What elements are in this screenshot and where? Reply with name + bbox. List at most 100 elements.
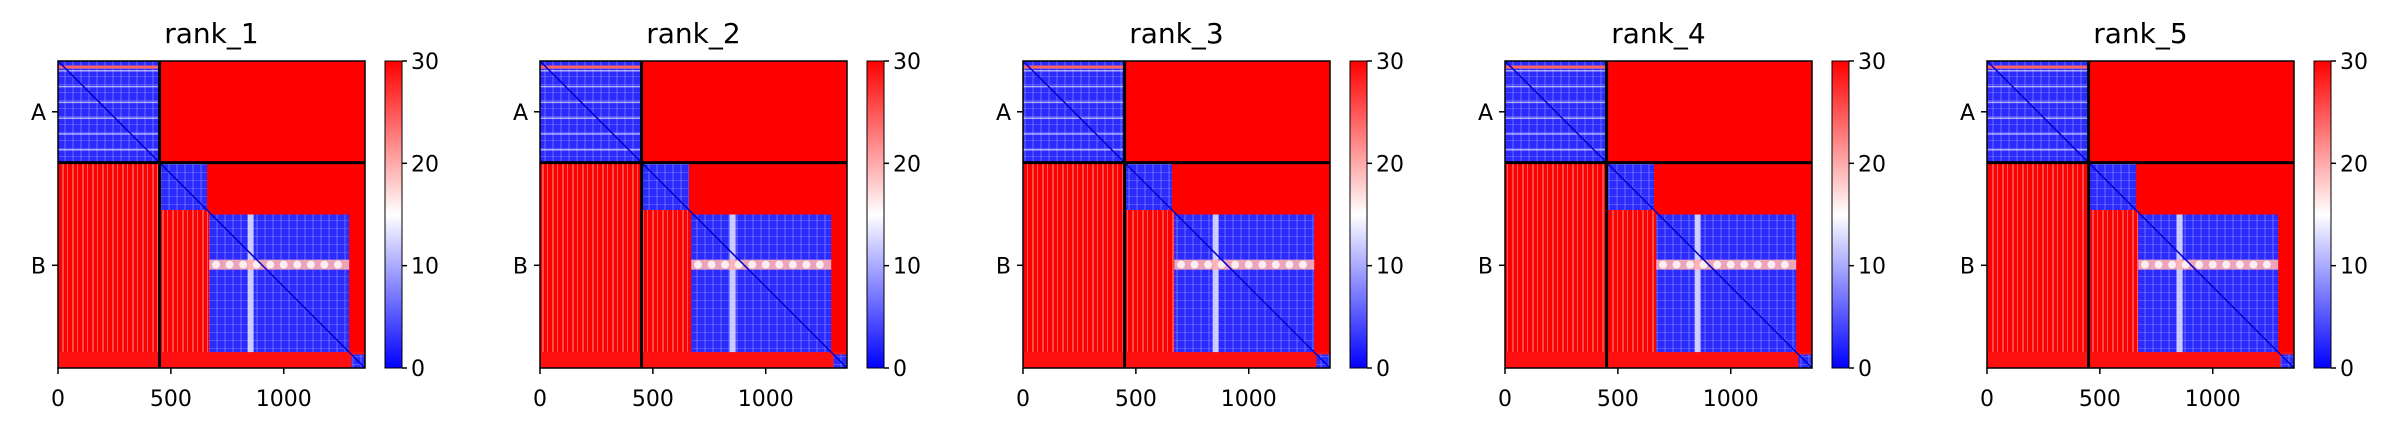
chain-a-row-line <box>1987 133 2089 135</box>
stripe-dot <box>788 260 797 269</box>
chain-a-row-line <box>1505 70 1607 72</box>
chain-a-row-line <box>58 149 160 151</box>
colorbar-tick-label: 10 <box>1376 255 1404 280</box>
chain-a-row-line <box>1987 149 2089 151</box>
stripe-dot <box>2222 260 2231 269</box>
stripe-feature <box>1694 214 1701 353</box>
y-tick-label: A <box>31 101 46 126</box>
stripe-dot <box>1672 260 1681 269</box>
heatmap-bottom-band <box>58 352 365 368</box>
stripe-dot <box>815 260 824 269</box>
stripe-dot <box>1285 260 1294 269</box>
stripe-feature <box>1656 259 1797 270</box>
y-tick-label: B <box>1478 254 1493 279</box>
stripe-dot <box>306 260 315 269</box>
stripe-dot <box>266 260 275 269</box>
stripe-dot <box>2168 260 2177 269</box>
plot-frame <box>57 60 366 369</box>
x-tick-label: 500 <box>1597 387 1639 412</box>
chain-a-row-line <box>1505 133 1607 135</box>
stripe-feature <box>1174 259 1315 270</box>
stripe-dot <box>802 260 811 269</box>
stripe-dot <box>2262 260 2271 269</box>
chain-a-row-line <box>1987 117 2089 119</box>
chain-a-row-line <box>58 133 160 135</box>
panel-5: rank_5 A B 0 500 1000 0 10 20 30 <box>1960 17 2368 412</box>
y-tick-label: B <box>996 254 1011 279</box>
colorbar-tick-label: 30 <box>893 50 921 75</box>
stripe-dot <box>320 260 329 269</box>
stripe-dot <box>707 260 716 269</box>
x-tick-label: 1000 <box>1221 387 1277 412</box>
heatmap-region-ba <box>1023 162 1125 353</box>
colorbar-tick-label: 20 <box>2340 152 2368 177</box>
heatmap-region-ba <box>1987 162 2089 353</box>
y-tick-label: A <box>1478 101 1493 126</box>
chain-a-row-line <box>58 101 160 104</box>
stripe-dot <box>293 260 302 269</box>
plot-frame <box>1504 60 1813 369</box>
chain-a-row-line <box>540 133 642 135</box>
stripe-dot <box>694 260 703 269</box>
chain-a-row-line <box>1023 117 1125 119</box>
colorbar-tick-label: 0 <box>1858 357 1872 382</box>
plot-frame <box>539 60 848 369</box>
chain-a-row-line <box>1505 117 1607 119</box>
panel-title: rank_3 <box>1129 17 1223 50</box>
colorbar-tick-label: 20 <box>411 152 439 177</box>
stripe-dot <box>775 260 784 269</box>
colorbar <box>866 60 885 369</box>
diagonal-line <box>1986 60 2295 369</box>
stripe-feature <box>247 214 254 353</box>
y-tick-label: A <box>1960 101 1975 126</box>
stripe-feature <box>691 259 832 270</box>
chain-a-row-line <box>1023 149 1125 151</box>
stripe-dot <box>1190 260 1199 269</box>
chain-a-row-line <box>1023 85 1125 88</box>
x-tick-label: 0 <box>533 387 547 412</box>
heatmap-region-b-mixed <box>159 209 210 353</box>
heatmap-region-b-mixed <box>1606 209 1657 353</box>
chain-a-top-row <box>1023 65 1125 69</box>
stripe-dot <box>279 260 288 269</box>
stripe-dot <box>1231 260 1240 269</box>
heatmap-region-ba <box>540 162 642 353</box>
diagonal-line <box>57 60 366 369</box>
stripe-dot <box>1726 260 1735 269</box>
colorbar-tick-label: 20 <box>1376 152 1404 177</box>
colorbar-tick-label: 30 <box>1858 50 1886 75</box>
colorbar <box>384 60 403 369</box>
x-tick-label: 0 <box>51 387 65 412</box>
y-tick-label: B <box>513 254 528 279</box>
chain-a-row-line <box>1505 101 1607 104</box>
heatmap-bottom-band <box>540 352 847 368</box>
stripe-dot <box>1271 260 1280 269</box>
chain-a-row-line <box>540 70 642 72</box>
chain-a-row-line <box>1023 133 1125 135</box>
chain-a-row-line <box>58 85 160 88</box>
colorbar-tick-label: 0 <box>411 357 425 382</box>
stripe-feature <box>209 259 350 270</box>
stripe-dot <box>1659 260 1668 269</box>
colorbar-tick-label: 10 <box>2340 255 2368 280</box>
diagonal-line <box>1022 60 1331 369</box>
chain-a-row-line <box>58 70 160 72</box>
y-tick-label: B <box>1960 254 1975 279</box>
stripe-dot <box>225 260 234 269</box>
stripe-dot <box>1686 260 1695 269</box>
chain-a-row-line <box>1023 70 1125 72</box>
y-tick-label: B <box>31 254 46 279</box>
colorbar-tick-label: 10 <box>1858 255 1886 280</box>
panel-3: rank_3 A B 0 500 1000 0 10 20 30 <box>996 17 1404 412</box>
x-tick-label: 500 <box>1115 387 1157 412</box>
stripe-dot <box>1780 260 1789 269</box>
stripe-dot <box>2235 260 2244 269</box>
stripe-dot <box>2141 260 2150 269</box>
stripe-dot <box>212 260 221 269</box>
chain-a-top-row <box>58 65 160 69</box>
stripe-dot <box>2249 260 2258 269</box>
stripe-feature <box>1212 214 1219 353</box>
x-tick-label: 1000 <box>738 387 794 412</box>
stripe-dot <box>748 260 757 269</box>
